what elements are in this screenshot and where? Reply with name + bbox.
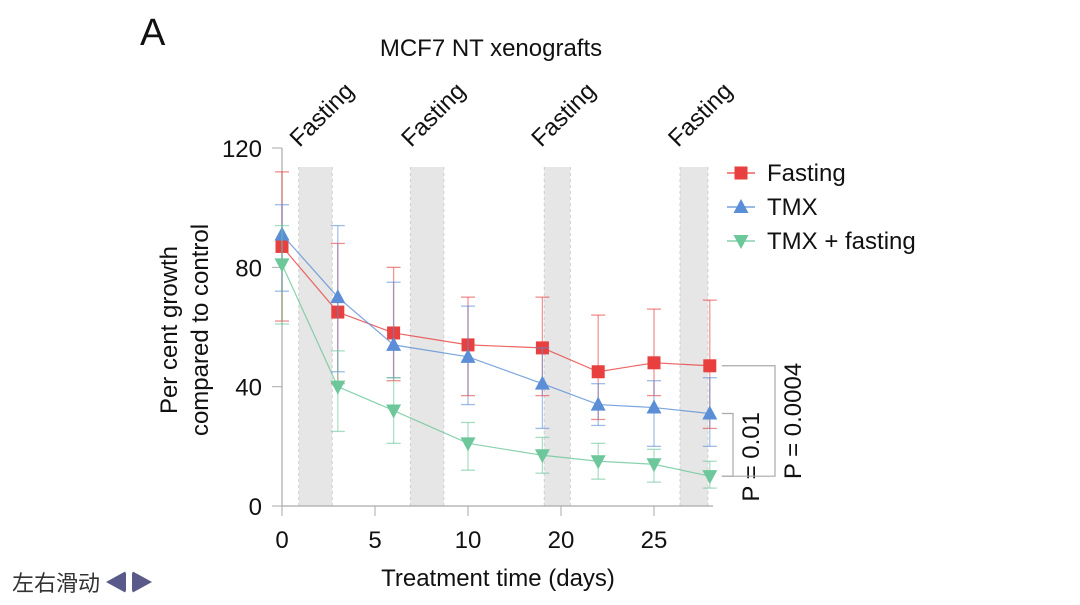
legend-marker bbox=[733, 199, 749, 213]
series-line bbox=[281, 234, 710, 415]
chart-title: MCF7 NT xenografts bbox=[380, 35, 602, 62]
data-point bbox=[590, 455, 606, 470]
data-point bbox=[703, 359, 717, 373]
legend-item: TMX bbox=[727, 194, 818, 221]
x-tick-label: 25 bbox=[641, 527, 668, 554]
y-tick-label: 40 bbox=[235, 375, 262, 402]
legend-label: Fasting bbox=[767, 160, 846, 187]
panel-label: A bbox=[140, 12, 166, 54]
data-point bbox=[702, 405, 718, 420]
y-tick-label: 120 bbox=[222, 136, 262, 163]
fasting-band bbox=[680, 167, 708, 506]
significance-bracket bbox=[721, 365, 776, 477]
y-axis-label-line2: compared to control bbox=[187, 224, 214, 436]
legend-item: Fasting bbox=[727, 160, 846, 187]
y-tick-label: 0 bbox=[249, 494, 262, 521]
axes bbox=[281, 148, 713, 507]
data-point bbox=[534, 375, 550, 390]
series-tmx-fasting bbox=[274, 224, 718, 489]
series-tmx bbox=[274, 204, 718, 447]
data-point bbox=[460, 348, 476, 363]
data-point bbox=[534, 449, 550, 464]
swipe-hint-label: 左右滑动 bbox=[12, 572, 101, 597]
data-point bbox=[330, 380, 346, 395]
data-point bbox=[274, 258, 290, 273]
legend-label: TMX + fasting bbox=[767, 228, 916, 255]
series-line bbox=[281, 264, 710, 477]
fasting-label: Fasting bbox=[285, 77, 360, 152]
data-point bbox=[702, 470, 718, 485]
fasting-label: Fasting bbox=[526, 77, 601, 152]
data-point bbox=[386, 336, 402, 351]
p-value-label: P = 0.01 bbox=[738, 412, 765, 502]
legend-label: TMX bbox=[767, 194, 818, 221]
swipe-navigation: 左右滑动 bbox=[12, 566, 153, 598]
data-point bbox=[591, 365, 605, 379]
data-point bbox=[647, 356, 661, 370]
x-tick-label: 5 bbox=[368, 527, 381, 554]
y-ticks: 0 40 80 120 bbox=[222, 136, 282, 521]
y-axis-label-line1: Per cent growth bbox=[156, 246, 183, 414]
x-tick-label: 10 bbox=[455, 527, 482, 554]
series-line bbox=[281, 246, 710, 373]
fasting-label: Fasting bbox=[663, 77, 738, 152]
triangle-right-icon[interactable] bbox=[132, 571, 153, 593]
data-point bbox=[646, 458, 662, 473]
data-point bbox=[590, 396, 606, 411]
x-tick-label: 0 bbox=[275, 527, 288, 554]
data-point bbox=[460, 437, 476, 452]
significance-bracket bbox=[721, 412, 734, 477]
series-group bbox=[274, 171, 718, 489]
fasting-label: Fasting bbox=[396, 77, 471, 152]
x-axis-label: Treatment time (days) bbox=[381, 565, 615, 592]
data-point bbox=[646, 399, 662, 414]
data-point bbox=[330, 289, 346, 304]
data-point bbox=[386, 404, 402, 419]
x-ticks: 0 5 10 20 25 bbox=[275, 506, 667, 554]
legend-item: TMX + fasting bbox=[727, 228, 916, 255]
legend-marker bbox=[734, 166, 748, 180]
fasting-bands: Fasting Fasting Fasting Fasting bbox=[285, 77, 738, 506]
p-value-label: P = 0.0004 bbox=[780, 363, 807, 479]
triangle-left-icon[interactable] bbox=[106, 571, 127, 593]
significance-annotations: P = 0.01 P = 0.0004 bbox=[721, 363, 807, 502]
y-tick-label: 80 bbox=[235, 255, 262, 282]
legend: Fasting TMX TMX + fasting bbox=[727, 160, 916, 255]
legend-marker bbox=[733, 235, 749, 249]
fasting-band bbox=[544, 167, 571, 506]
x-tick-label: 20 bbox=[548, 527, 575, 554]
